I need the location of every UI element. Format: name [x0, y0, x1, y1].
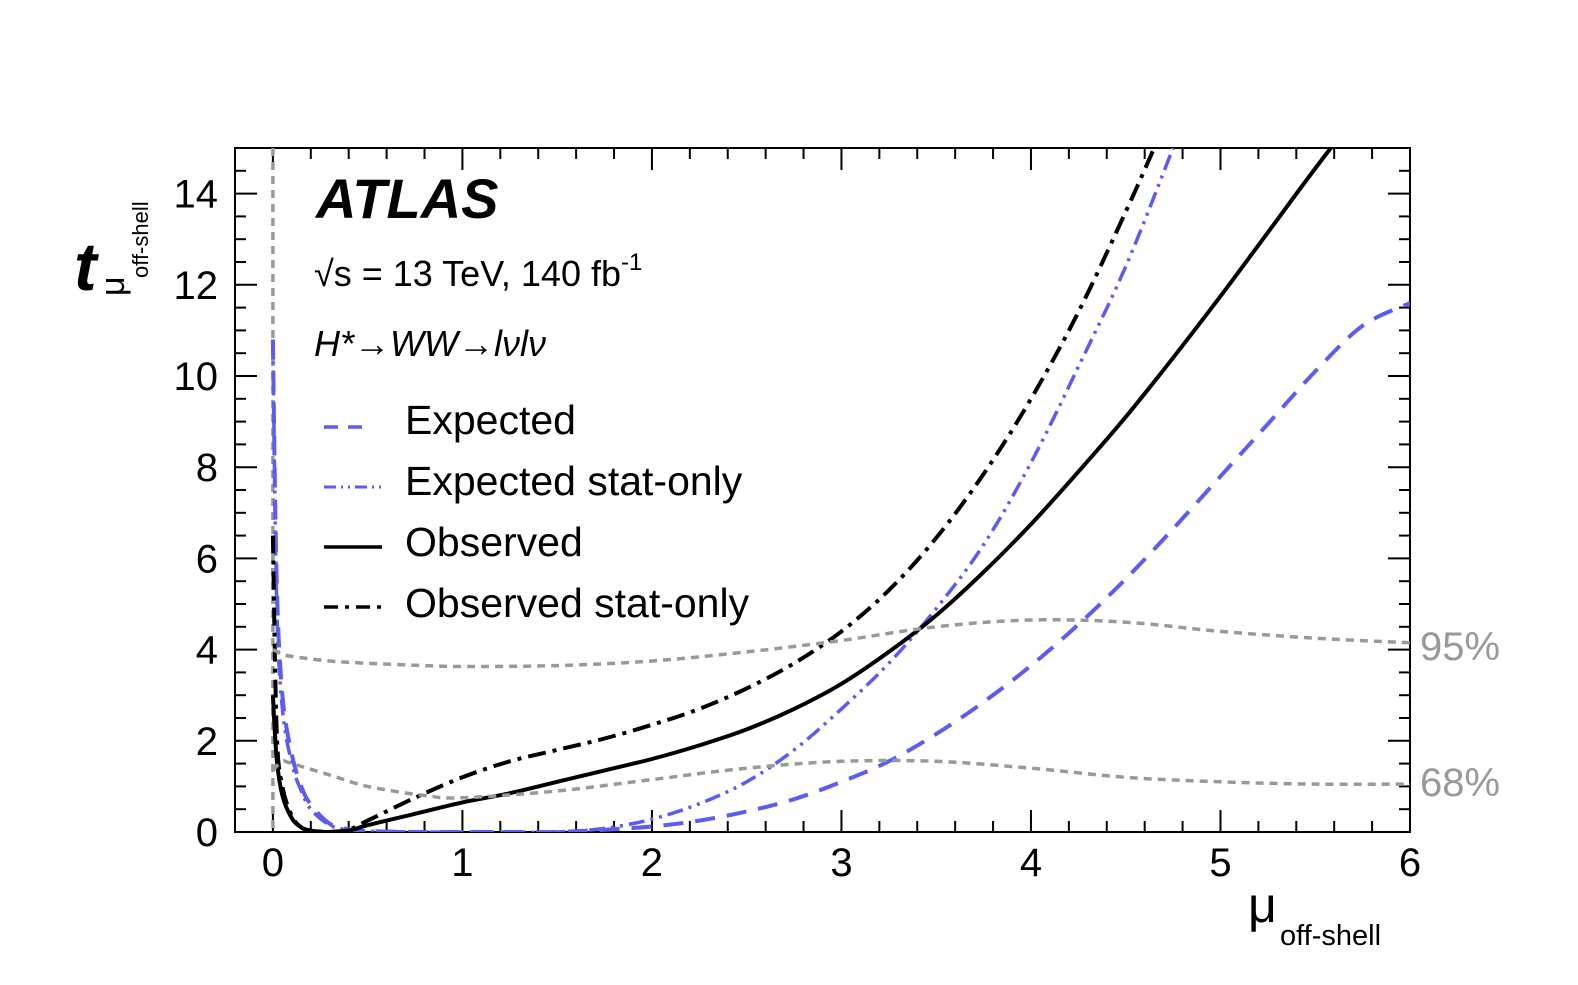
x-tick-label: 6 — [1399, 841, 1421, 885]
x-axis-label-sub: off-shell — [1280, 920, 1381, 952]
x-tick-labels: 0 1 2 3 4 5 6 — [262, 841, 1421, 885]
threshold-label-68: 68% — [1420, 761, 1500, 805]
curve-observed-stat-only — [270, 148, 1157, 832]
energy-label: √s = 13 TeV, 140 fb-1 — [314, 249, 642, 294]
y-tick-label: 2 — [196, 720, 218, 764]
x-tick-label: 4 — [1020, 841, 1042, 885]
process-label: H*→WW→lνlν — [314, 323, 546, 364]
axis-ticks — [235, 147, 1411, 833]
y-tick-label: 12 — [174, 264, 219, 308]
curve-68-threshold — [271, 758, 1410, 800]
y-tick-labels: 0 2 4 6 8 10 12 14 — [174, 173, 219, 855]
legend-label-observed-stat-only: Observed stat-only — [405, 580, 750, 626]
y-tick-label: 4 — [196, 629, 218, 673]
x-tick-label: 3 — [830, 841, 852, 885]
y-tick-label: 10 — [174, 355, 219, 399]
atlas-label: ATLAS — [314, 167, 499, 230]
x-tick-label: 1 — [451, 841, 473, 885]
x-axis-label: μ — [1248, 877, 1277, 933]
y-tick-label: 14 — [174, 173, 219, 217]
legend-label-observed: Observed — [405, 519, 583, 565]
x-tick-label: 0 — [262, 841, 284, 885]
y-tick-label: 0 — [196, 811, 218, 855]
x-tick-label: 5 — [1209, 841, 1231, 885]
y-tick-label: 6 — [196, 537, 218, 581]
curve-expected-stat-only — [271, 148, 1175, 832]
energy-text: √s = 13 TeV, 140 fb — [314, 253, 621, 294]
curve-95-threshold — [272, 617, 1410, 669]
curve-observed — [270, 148, 1334, 832]
y-tick-label: 8 — [196, 446, 218, 490]
y-axis-label: t — [74, 229, 99, 305]
energy-sup: -1 — [621, 249, 642, 276]
threshold-label-95: 95% — [1420, 625, 1500, 669]
curve-expected — [270, 301, 1410, 832]
curves — [270, 148, 1410, 832]
legend: Expected Expected stat-only Observed Obs… — [324, 397, 750, 626]
y-axis-label-sub: off-shell — [128, 201, 153, 278]
y-axis-label-sub-mu: μ — [94, 276, 132, 296]
legend-label-expected: Expected — [405, 397, 576, 443]
legend-label-expected-stat-only: Expected stat-only — [405, 458, 743, 504]
x-tick-label: 2 — [641, 841, 663, 885]
